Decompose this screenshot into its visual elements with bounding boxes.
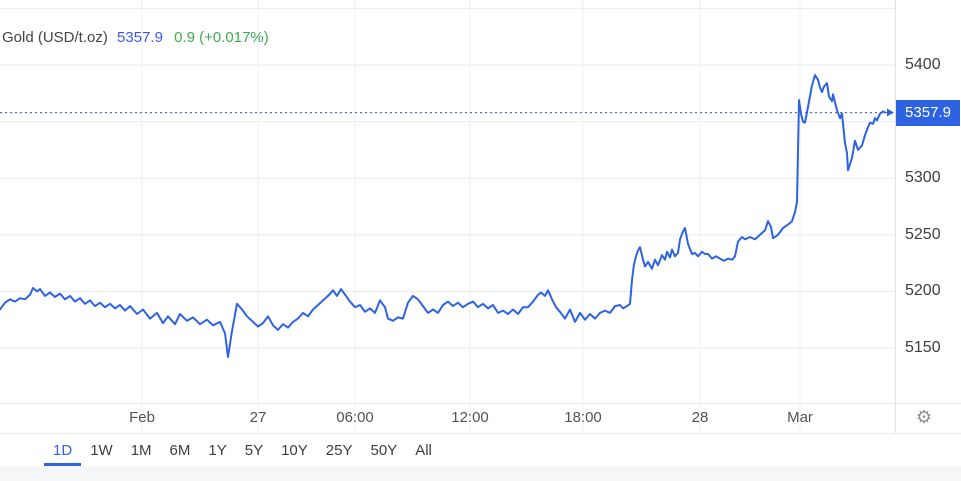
series-end-arrow xyxy=(887,108,894,117)
range-button-1m[interactable]: 1M xyxy=(122,434,161,466)
y-axis-label: 5400 xyxy=(905,55,941,73)
range-button-5y[interactable]: 5Y xyxy=(236,434,272,466)
chart-header: Gold (USD/t.oz) 5357.9 0.9 (+0.017%) xyxy=(2,29,269,46)
y-axis-label: 5250 xyxy=(905,225,941,243)
bottom-strip xyxy=(0,466,961,481)
range-button-1w[interactable]: 1W xyxy=(81,434,122,466)
current-price-badge: 5357.9 xyxy=(896,99,960,126)
current-price-badge-value: 5357.9 xyxy=(905,104,951,122)
price-line-series xyxy=(0,74,886,358)
price-change-text: 0.9 (+0.017%) xyxy=(174,29,269,46)
y-axis-label: 5200 xyxy=(905,282,941,300)
range-button-1d[interactable]: 1D xyxy=(44,434,82,466)
gear-icon[interactable]: ⚙ xyxy=(915,407,933,427)
range-button-25y[interactable]: 25Y xyxy=(317,434,362,466)
range-button-50y[interactable]: 50Y xyxy=(362,434,407,466)
instrument-name: Gold (USD/t.oz) xyxy=(2,29,108,46)
y-axis-divider xyxy=(895,0,896,433)
price-chart-plot xyxy=(0,0,895,433)
range-toolbar: 1D 1W 1M 6M 1Y 5Y 10Y 25Y 50Y All xyxy=(0,433,961,466)
range-button-all[interactable]: All xyxy=(406,434,441,466)
current-price-text: 5357.9 xyxy=(117,29,163,46)
y-axis-label: 5300 xyxy=(905,169,941,187)
y-axis-label: 5150 xyxy=(905,338,941,356)
range-button-6m[interactable]: 6M xyxy=(161,434,200,466)
range-button-1y[interactable]: 1Y xyxy=(199,434,235,466)
x-axis-line xyxy=(0,403,961,404)
range-button-10y[interactable]: 10Y xyxy=(272,434,317,466)
y-axis: 5400 5300 5250 5200 5150 xyxy=(895,0,961,433)
